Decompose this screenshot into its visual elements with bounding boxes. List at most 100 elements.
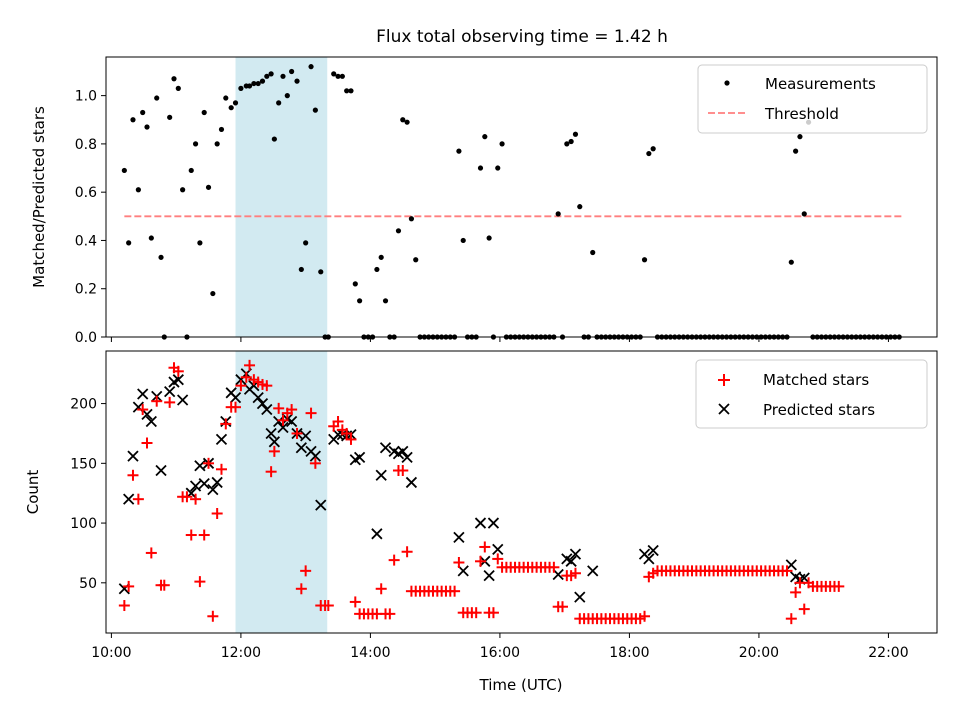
y-tick-label: 200 (70, 397, 97, 413)
matched-stars-point (322, 600, 334, 612)
measurement-point (413, 257, 419, 263)
matched-stars-point (164, 396, 176, 408)
measurement-point (348, 88, 354, 94)
x-axis-label: Time (UTC) (479, 676, 563, 694)
predicted-stars-point (172, 374, 184, 386)
matched-stars-point (305, 407, 317, 419)
predicted-stars-point (483, 570, 495, 582)
measurement-point (135, 187, 141, 193)
y-tick-label: 50 (79, 576, 97, 592)
measurement-point (255, 80, 261, 87)
legend-measurements-marker (724, 80, 730, 86)
matched-stars-point (207, 610, 219, 622)
matched-stars-point (240, 371, 252, 383)
matched-stars-point (401, 546, 413, 558)
matched-stars-point (384, 608, 396, 620)
measurement-point (788, 259, 794, 265)
counts-layer (118, 359, 845, 625)
predicted-stars-point (315, 499, 327, 511)
measurement-point (382, 298, 389, 304)
measurement-point (144, 124, 150, 130)
matched-stars-point (557, 601, 569, 613)
matched-stars-point (487, 607, 499, 619)
predicted-stars-point (252, 391, 264, 404)
matched-stars-point (332, 416, 344, 427)
predicted-stars-point (375, 469, 387, 481)
measurement-point (499, 141, 505, 147)
measurement-point (460, 237, 466, 244)
matched-stars-point (190, 493, 202, 505)
matched-stars-point (375, 583, 387, 595)
measurement-point (486, 235, 492, 241)
predicted-stars-point (256, 397, 269, 410)
matched-stars-point (295, 583, 307, 595)
measurement-point (793, 148, 799, 154)
measurement-point (400, 117, 406, 123)
predicted-stars-point (127, 450, 139, 462)
measurement-point (456, 148, 462, 154)
matched-stars-point (453, 557, 465, 568)
matched-stars-point (397, 464, 409, 476)
bottom-legend: Matched stars Predicted stars (695, 359, 928, 429)
measurement-point (126, 240, 132, 246)
matched-stars-point (123, 580, 135, 592)
observing-window-span (235, 351, 328, 633)
matched-stars-point (198, 529, 210, 541)
matched-stars-point (172, 365, 184, 377)
matched-stars-point (639, 610, 651, 622)
measurement-point (188, 167, 194, 174)
y-tick-label: 100 (70, 516, 97, 532)
matched-stars-point (548, 561, 560, 573)
predicted-stars-point (176, 394, 189, 406)
predicted-stars-point (215, 433, 228, 446)
predicted-stars-point (492, 543, 504, 555)
matched-stars-point (569, 567, 581, 579)
matched-stars-point (492, 553, 504, 565)
measurement-point (289, 68, 295, 75)
y-tick-label: 0.0 (75, 330, 97, 346)
measurement-point (331, 71, 337, 77)
matched-stars-point (833, 580, 845, 592)
matched-stars-point (194, 576, 206, 588)
measurement-point (294, 78, 300, 84)
measurement-point (154, 95, 160, 101)
measurement-point (298, 266, 304, 273)
matched-stars-point (449, 585, 461, 597)
measurement-point (568, 138, 574, 145)
matched-stars-point (145, 547, 157, 559)
matched-stars-point (211, 508, 223, 520)
measurement-point (175, 85, 181, 91)
measurement-point (246, 83, 253, 89)
measurement-point (477, 165, 484, 171)
predicted-stars-point (643, 553, 655, 565)
predicted-stars-point (211, 476, 223, 489)
measurement-point (284, 93, 290, 99)
y-tick-label: 0.8 (75, 137, 97, 153)
measurement-point (238, 85, 244, 91)
measurement-point (180, 187, 186, 193)
x-tick-label: 16:00 (480, 645, 520, 661)
predicted-stars-point (194, 460, 206, 472)
legend-predicted-marker (718, 403, 730, 415)
matched-stars-point (273, 402, 285, 414)
matched-stars-point (132, 493, 144, 505)
matched-stars-point (265, 466, 277, 478)
measurement-point (171, 76, 177, 82)
measurement-point (641, 257, 648, 263)
measurement-point (158, 254, 164, 260)
measurement-point (495, 165, 501, 171)
bottom-y-ticks: 50 100 150 200 (70, 397, 106, 592)
matched-stars-point (291, 427, 303, 439)
matched-stars-point (230, 401, 242, 413)
bottom-axes-frame (105, 350, 938, 634)
matched-stars-point (277, 414, 289, 426)
measurement-point (251, 80, 257, 87)
legend-matched-label: Matched stars (763, 371, 869, 389)
matched-stars-point (181, 491, 193, 503)
matched-stars-point (300, 565, 312, 577)
predicted-stars-point (207, 483, 219, 496)
matched-stars-point (141, 437, 153, 449)
measurement-point (264, 73, 270, 79)
measurement-point (214, 141, 220, 147)
